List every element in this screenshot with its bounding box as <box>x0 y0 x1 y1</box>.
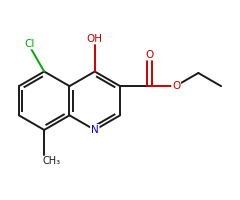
Text: OH: OH <box>87 34 103 44</box>
Text: Cl: Cl <box>24 39 35 49</box>
Text: O: O <box>145 50 153 60</box>
Text: CH₃: CH₃ <box>42 156 60 166</box>
Text: N: N <box>91 125 99 135</box>
Text: O: O <box>172 81 180 91</box>
